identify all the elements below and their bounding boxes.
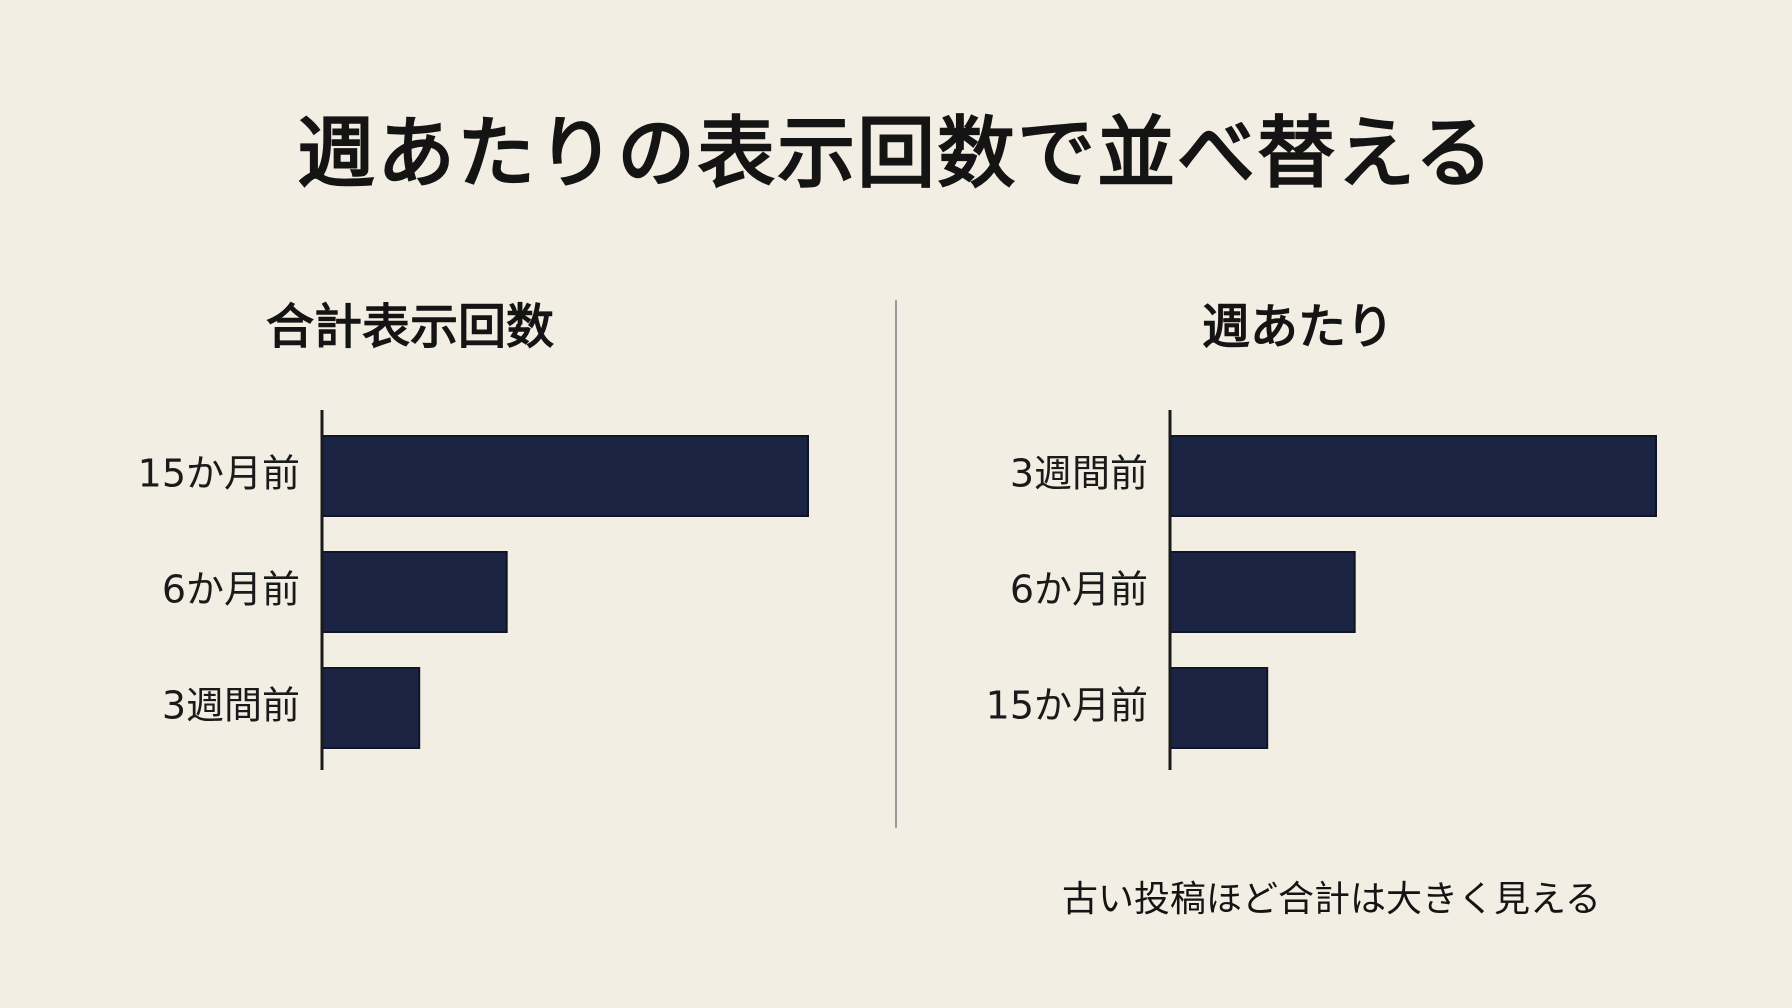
bar: [1169, 435, 1657, 517]
category-label: 15か月前: [986, 684, 1148, 728]
category-label: 3週間前: [162, 684, 300, 728]
chart-total-views: 合計表示回数 15か月前 6か月前 3週間前: [138, 299, 809, 770]
panel-divider: [895, 300, 897, 828]
category-label: 6か月前: [162, 568, 300, 612]
bar: [321, 667, 421, 749]
category-label: 6か月前: [1010, 568, 1148, 612]
bar: [321, 551, 508, 633]
chart-weekly-views: 週あたり 3週間前 6か月前 15か月前: [986, 299, 1657, 770]
bar: [321, 435, 809, 517]
bar: [1169, 667, 1269, 749]
category-label: 15か月前: [138, 452, 300, 496]
page-title: 週あたりの表示回数で並べ替える: [297, 109, 1495, 199]
bar: [1169, 551, 1356, 633]
chart-title: 週あたり: [1202, 299, 1394, 355]
chart-title: 合計表示回数: [266, 299, 554, 355]
footnote: 古い投稿ほど合計は大きく見える: [1062, 879, 1601, 920]
category-label: 3週間前: [1010, 452, 1148, 496]
